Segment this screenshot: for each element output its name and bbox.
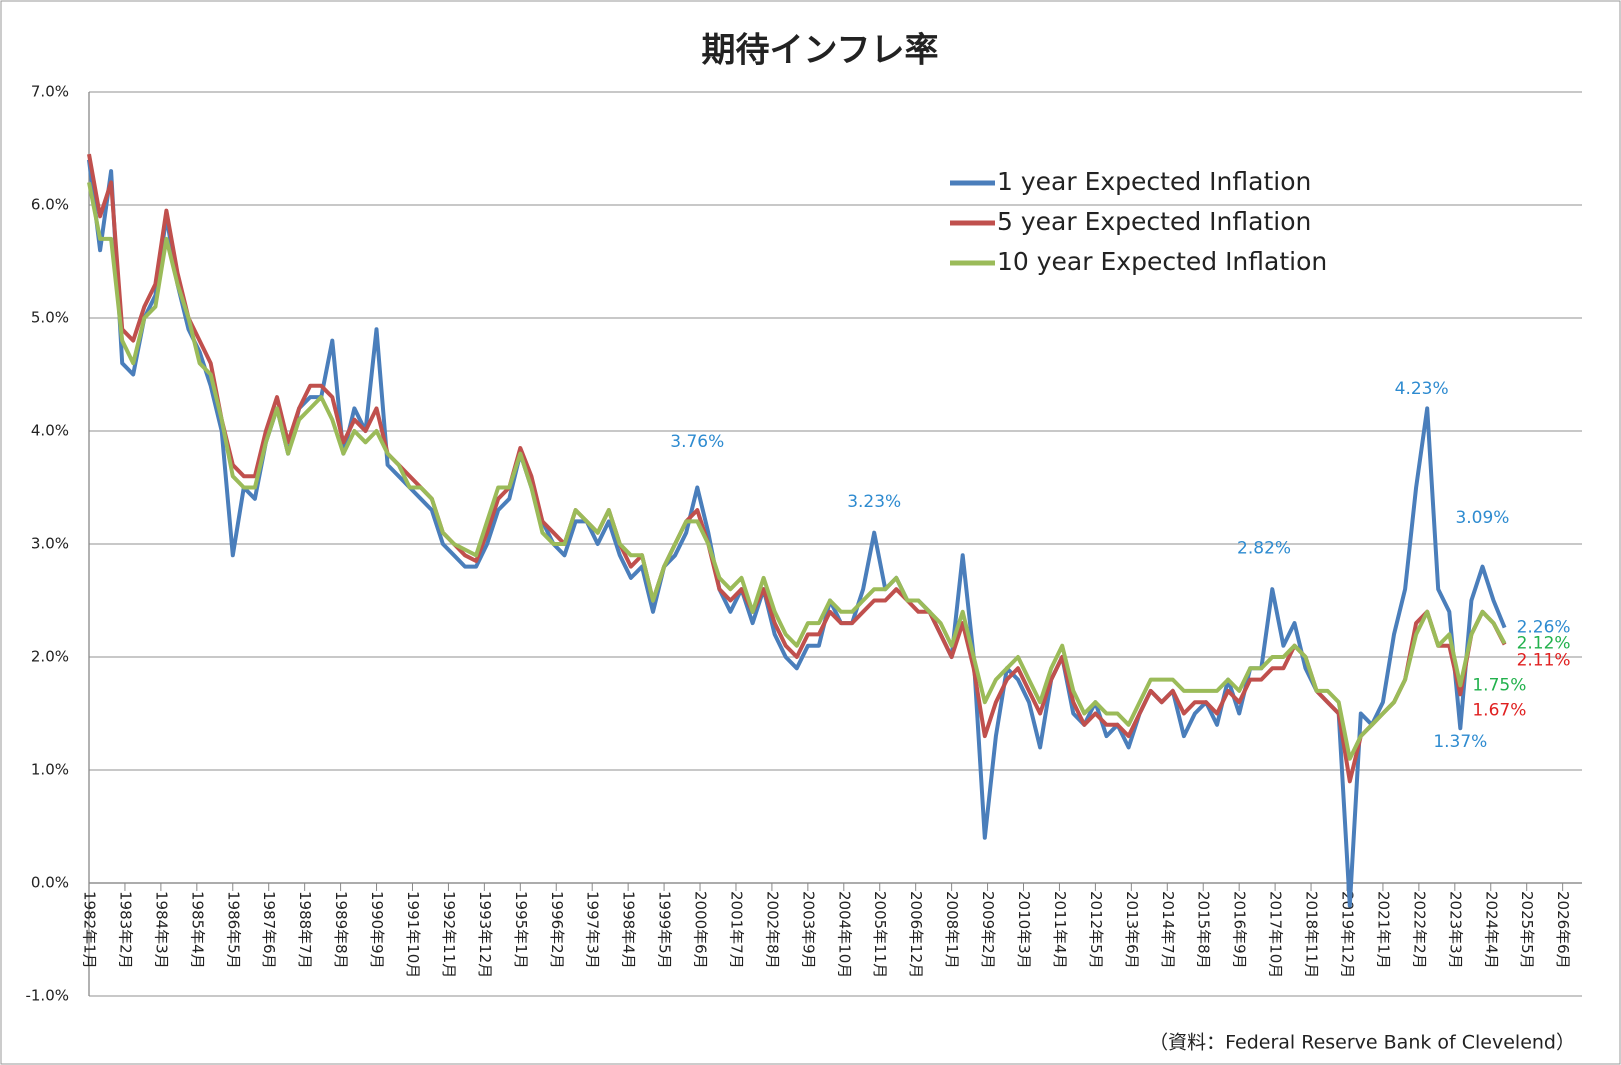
x-tick-label: 2015年8月	[1195, 891, 1213, 969]
y-tick-label: 5.0%	[31, 309, 69, 327]
x-tick-label: 1983年2月	[116, 891, 134, 969]
x-tick-label: 2014年7月	[1159, 891, 1177, 969]
data-label: 1.67%	[1472, 700, 1526, 720]
x-tick-label: 2013年6月	[1123, 891, 1141, 969]
legend-label: 1 year Expected Inflation	[997, 167, 1311, 196]
chart-title: 期待インフレ率	[702, 31, 939, 71]
x-tick-label: 2024年4月	[1482, 891, 1500, 969]
x-tick-label: 1990年9月	[368, 891, 386, 969]
y-tick-label: 4.0%	[31, 422, 69, 440]
x-tick-label: 2016年9月	[1231, 891, 1249, 969]
y-tick-label: -1.0%	[25, 987, 69, 1005]
x-tick-label: 2001年7月	[727, 891, 745, 969]
x-tick-label: 1999年5月	[656, 891, 674, 969]
x-tick-label: 2011年4月	[1051, 891, 1069, 969]
legend-label: 10 year Expected Inflation	[997, 247, 1327, 276]
x-tick-label: 2010年3月	[1015, 891, 1033, 969]
data-label: 3.09%	[1455, 508, 1509, 528]
x-tick-label: 2000年6月	[692, 891, 710, 969]
legend-label: 5 year Expected Inflation	[997, 207, 1311, 236]
x-tick-label: 1995年1月	[512, 891, 530, 969]
series-line	[87, 153, 1507, 784]
x-tick-label: 2022年2月	[1410, 891, 1428, 969]
series-line	[87, 159, 1507, 908]
data-label: 2.26%	[1517, 618, 1571, 638]
y-tick-label: 6.0%	[31, 196, 69, 214]
x-tick-label: 2025年5月	[1518, 891, 1536, 969]
series-line	[87, 182, 1507, 761]
data-label: 1.75%	[1472, 675, 1526, 695]
x-tick-label: 2008年1月	[943, 891, 961, 969]
x-tick-label: 2003年9月	[799, 891, 817, 969]
x-tick-label: 2006年12月	[907, 891, 925, 978]
x-tick-label: 1987年6月	[260, 891, 278, 969]
y-tick-label: 1.0%	[31, 761, 69, 779]
x-tick-label: 2012年5月	[1087, 891, 1105, 969]
x-tick-label: 1984年3月	[152, 891, 170, 969]
x-tick-label: 1985年4月	[188, 891, 206, 969]
x-tick-label: 1997年3月	[584, 891, 602, 969]
x-tick-label: 2019年12月	[1338, 891, 1356, 978]
x-tick-label: 1988年7月	[296, 891, 314, 969]
x-tick-label: 1982年1月	[81, 891, 99, 969]
y-tick-label: 7.0%	[31, 83, 69, 101]
data-label: 1.37%	[1433, 732, 1487, 752]
data-label: 3.23%	[847, 492, 901, 512]
data-label: 2.82%	[1237, 538, 1291, 558]
x-tick-label: 1992年11月	[440, 891, 458, 978]
x-tick-label: 1989年8月	[332, 891, 350, 969]
x-tick-label: 1996年2月	[548, 891, 566, 969]
x-tick-label: 2021年1月	[1374, 891, 1392, 969]
data-label: 2.12%	[1517, 633, 1571, 653]
y-tick-label: 0.0%	[31, 874, 69, 892]
data-label: 4.23%	[1395, 379, 1449, 399]
x-tick-label: 1998年4月	[620, 891, 638, 969]
x-tick-label: 1993年12月	[476, 891, 494, 978]
x-tick-label: 2005年11月	[871, 891, 889, 978]
data-label: 2.11%	[1517, 651, 1571, 671]
x-tick-label: 1991年10月	[404, 891, 422, 978]
x-tick-label: 2018年11月	[1303, 891, 1321, 978]
x-tick-label: 2023年3月	[1446, 891, 1464, 969]
y-tick-label: 2.0%	[31, 648, 69, 666]
x-tick-label: 1986年5月	[224, 891, 242, 969]
data-label: 3.76%	[670, 432, 724, 452]
x-tick-label: 2026年6月	[1554, 891, 1572, 969]
x-tick-label: 2017年10月	[1267, 891, 1285, 978]
x-tick-label: 2009年2月	[979, 891, 997, 969]
x-tick-label: 2002年8月	[763, 891, 781, 969]
footnote: （資料：Federal Reserve Bank of Clevelend）	[1149, 1032, 1575, 1054]
x-tick-label: 2004年10月	[835, 891, 853, 978]
y-tick-label: 3.0%	[31, 535, 69, 553]
